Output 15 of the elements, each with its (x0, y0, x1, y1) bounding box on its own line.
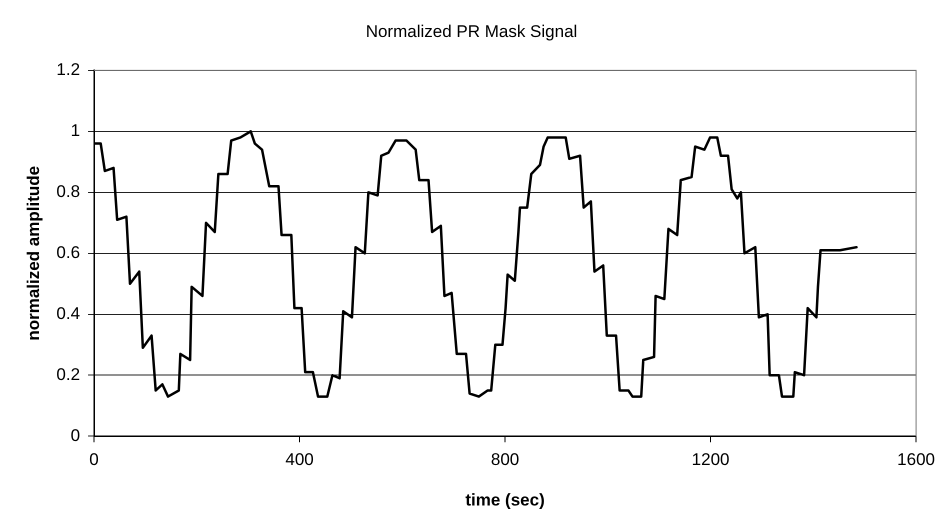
y-tick-label: 0 (70, 426, 80, 445)
y-tick-label: 0.2 (56, 364, 80, 384)
y-tick-label: 0.6 (56, 242, 80, 262)
x-tick-label: 1600 (897, 450, 936, 470)
y-tick-label: 1.2 (56, 60, 80, 80)
y-tick-label: 0.4 (56, 304, 80, 323)
x-tick-label: 0 (89, 450, 99, 470)
y-tick-label: 1 (70, 121, 80, 140)
x-tick-label: 400 (285, 450, 314, 470)
chart-title: Normalized PR Mask Signal (366, 22, 578, 41)
x-tick-label: 1200 (692, 450, 730, 470)
y-axis-title: normalized amplitude (24, 166, 43, 341)
x-axis-title: time (sec) (465, 490, 545, 510)
y-tick-label: 0.8 (56, 182, 80, 202)
x-tick-label: 800 (490, 450, 520, 470)
